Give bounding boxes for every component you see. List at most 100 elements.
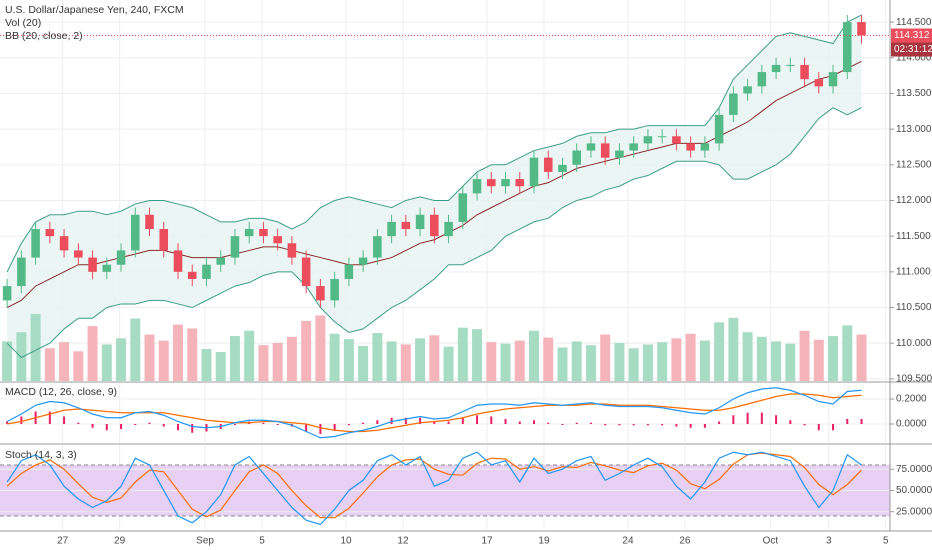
- histogram-bar: [575, 422, 578, 424]
- countdown-label: 02:31:12: [894, 44, 932, 55]
- volume-bar: [301, 320, 312, 381]
- candle-body: [131, 214, 140, 251]
- histogram-bar: [618, 424, 621, 426]
- volume-bar: [771, 341, 782, 381]
- y-tick-label: 114.500: [896, 17, 932, 28]
- bb-lower: [6, 107, 862, 359]
- candle-body: [828, 72, 838, 87]
- candle-body: [330, 278, 339, 301]
- y-tick-label: 112.500: [896, 159, 932, 170]
- volume-bar: [315, 315, 326, 381]
- volume-bar: [144, 334, 155, 381]
- candle-body: [629, 143, 638, 151]
- candle-body: [515, 179, 525, 187]
- histogram-bar: [191, 424, 194, 433]
- volume-bar: [272, 342, 283, 381]
- candle-body: [743, 86, 752, 94]
- candle-body: [657, 136, 667, 138]
- volume-bar: [244, 330, 255, 381]
- candle-body: [173, 250, 183, 272]
- histogram-bar: [177, 424, 179, 431]
- volume-bar: [657, 342, 668, 381]
- histogram-bar: [646, 424, 649, 426]
- histogram-bar: [162, 424, 165, 427]
- histogram-bar: [148, 422, 151, 424]
- labels: U.S. Dollar/Japanese Yen, 240, FXCM Vol …: [5, 4, 184, 461]
- volume-bar: [358, 345, 369, 381]
- y-tick-label: 75.0000: [896, 464, 932, 475]
- volume-bar: [856, 334, 867, 381]
- candle-body: [472, 179, 482, 194]
- histogram-bar: [347, 424, 350, 426]
- plot: [0, 14, 890, 526]
- histogram-bar: [305, 424, 308, 432]
- indicator-label: BB (20, close, 2): [5, 30, 83, 42]
- candle-body: [244, 229, 254, 237]
- histogram-bar: [561, 424, 564, 425]
- macd-line: [6, 387, 862, 439]
- volume-bar: [443, 346, 454, 381]
- candle-body: [373, 236, 382, 258]
- volume-bar: [671, 338, 682, 381]
- candle-body: [586, 143, 596, 151]
- candle-body: [415, 214, 425, 230]
- histogram-bar: [20, 416, 23, 424]
- histogram-bar: [120, 424, 123, 429]
- histogram-bar: [91, 424, 94, 428]
- volume-bar: [201, 348, 212, 381]
- candle-body: [487, 179, 496, 187]
- volume-bar: [372, 332, 383, 381]
- histogram-bar: [661, 424, 664, 426]
- candle-body: [401, 221, 411, 230]
- histogram-bar: [604, 424, 607, 426]
- histogram-bar: [476, 415, 479, 424]
- histogram-bar: [233, 424, 236, 425]
- histogram-bar: [433, 421, 436, 424]
- histogram-bar: [419, 417, 422, 424]
- y-tick-label: 110.500: [896, 302, 932, 313]
- volume-bar: [500, 343, 511, 381]
- histogram-bar: [689, 424, 692, 428]
- volume-bar: [472, 329, 483, 381]
- volume-bar: [699, 340, 710, 381]
- candle-body: [444, 221, 453, 237]
- histogram-bar: [533, 420, 535, 424]
- candle-body: [287, 243, 297, 258]
- candle-body: [145, 214, 154, 230]
- signal-line: [7, 393, 862, 433]
- histogram-bar: [746, 412, 749, 424]
- candle-body: [786, 64, 795, 66]
- histogram-bar: [490, 416, 493, 424]
- candle-body: [273, 236, 282, 244]
- candle-body: [458, 193, 468, 222]
- candle-body: [316, 286, 325, 301]
- volume-bar: [258, 345, 269, 381]
- candle-body: [358, 257, 368, 265]
- candle-body: [45, 229, 55, 237]
- candle-body: [814, 79, 824, 87]
- candle-body: [543, 157, 553, 172]
- candle-body: [800, 64, 809, 80]
- y-tick-label: 50.0000: [896, 485, 932, 496]
- candle-body: [2, 286, 12, 301]
- candle-body: [159, 229, 169, 251]
- x-tick-label: 3: [826, 536, 832, 547]
- candle-body: [843, 22, 852, 73]
- volume-bar: [73, 351, 84, 381]
- volume-bar: [415, 338, 426, 381]
- volume-bar: [215, 352, 226, 381]
- candle-body: [643, 136, 653, 144]
- volume-bar: [486, 342, 497, 381]
- volume-bar: [44, 348, 55, 381]
- candle-body: [387, 221, 396, 237]
- volume-bar: [429, 335, 440, 381]
- volume-bar: [130, 318, 141, 381]
- volume-bar: [585, 345, 596, 381]
- histogram-bar: [319, 424, 322, 434]
- x-tick-label: Oct: [763, 536, 779, 547]
- histogram-bar: [333, 424, 336, 431]
- candle-body: [558, 164, 567, 172]
- histogram-bar: [718, 421, 721, 424]
- candle-body: [259, 229, 268, 237]
